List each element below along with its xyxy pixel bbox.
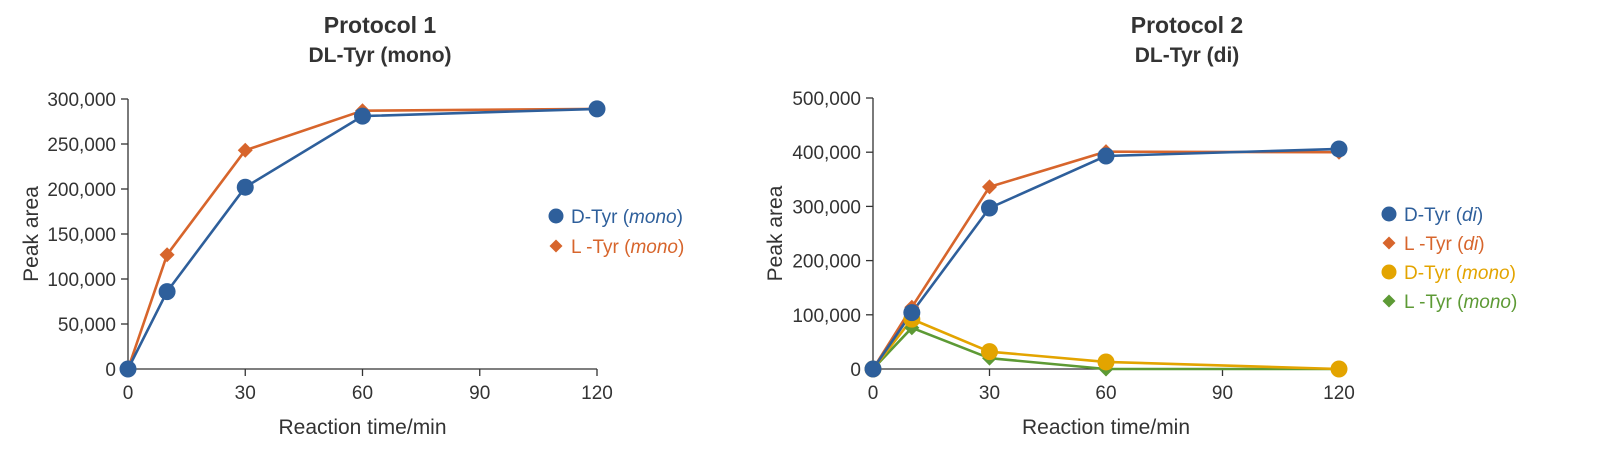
series-line [871, 150, 1340, 370]
y-tick-label: 400,000 [792, 143, 861, 164]
chart-subtitle: DL-Tyr (mono) [308, 44, 452, 67]
chart-protocol-1: 0 50,000 100,000 150,000 200,000 250,000 300,0… [20, 90, 684, 439]
chart-title: Protocol 1 [323, 12, 437, 38]
data-point [354, 107, 371, 125]
legend-label: D-Tyr (di) [1404, 205, 1483, 226]
x-tick-label: 90 [469, 383, 490, 404]
legend-label: L -Tyr (mono) [1404, 292, 1517, 313]
legend-marker [1381, 206, 1397, 222]
y-tick-label: 100,000 [792, 306, 861, 327]
legend-marker [1382, 236, 1396, 250]
legend-marker [1381, 264, 1397, 280]
data-point [1097, 147, 1115, 165]
chart-panel-protocol-2: Protocol 2 DL-Tyr (di) 0 100,000 200,000 30… [760, 0, 1614, 466]
y-tick-label: 150,000 [47, 225, 116, 246]
x-tick-label: 120 [1323, 383, 1355, 404]
x-axis-label: Reaction time/min [278, 416, 446, 439]
data-point [119, 360, 137, 378]
y-tick-label: 0 [105, 360, 116, 381]
x-tick-label: 0 [123, 383, 134, 404]
y-tick-label: 0 [850, 360, 861, 381]
x-tick-label: 0 [868, 383, 879, 404]
data-point [1097, 353, 1115, 371]
chart-subtitle: DL-Tyr (di) [1134, 44, 1240, 67]
y-tick-label: 300,000 [47, 90, 116, 111]
legend-label: D-Tyr (mono) [571, 207, 683, 228]
data-point [982, 179, 997, 195]
y-axis-label: Peak area [764, 185, 787, 281]
x-tick-label: 120 [581, 383, 613, 404]
x-tick-label: 90 [1212, 383, 1233, 404]
series-line [126, 107, 598, 370]
data-point [1330, 360, 1348, 378]
chart-panel-protocol-1: Protocol 1 DL-Tyr (mono) 0 50,000 100,000 1… [0, 0, 760, 466]
data-point [159, 247, 175, 263]
x-tick-label: 30 [235, 383, 256, 404]
x-tick-label: 60 [352, 383, 373, 404]
y-tick-label: 300,000 [792, 197, 861, 218]
x-axis-label: Reaction time/min [1022, 416, 1190, 439]
y-tick-label: 50,000 [58, 315, 116, 336]
data-point [981, 343, 998, 361]
y-tick-label: 500,000 [792, 89, 861, 110]
y-tick-label: 250,000 [47, 135, 116, 156]
legend-marker [548, 208, 564, 224]
chart-protocol-2: 0 100,000 200,000 300,000 400,000 500,000 0 30 6… [764, 89, 1517, 439]
y-tick-label: 200,000 [792, 252, 861, 273]
data-point [981, 199, 998, 217]
y-tick-label: 200,000 [47, 180, 116, 201]
series-line [126, 107, 598, 370]
data-point [588, 100, 606, 118]
legend-label: L -Tyr (mono) [571, 237, 684, 258]
x-tick-label: 60 [1095, 383, 1116, 404]
data-point [236, 178, 254, 196]
x-tick-label: 30 [979, 383, 1000, 404]
data-point [1330, 140, 1348, 158]
data-point [864, 360, 882, 378]
chart-title: Protocol 2 [1130, 12, 1244, 38]
legend-marker [1382, 294, 1396, 308]
data-point [903, 304, 921, 322]
data-point [158, 283, 176, 301]
legend-label: D-Tyr (mono) [1404, 263, 1516, 284]
y-tick-label: 100,000 [47, 270, 116, 291]
y-axis-label: Peak area [20, 186, 43, 282]
legend-marker [549, 239, 563, 253]
data-point [237, 142, 253, 158]
legend-label: L -Tyr (di) [1404, 234, 1485, 255]
